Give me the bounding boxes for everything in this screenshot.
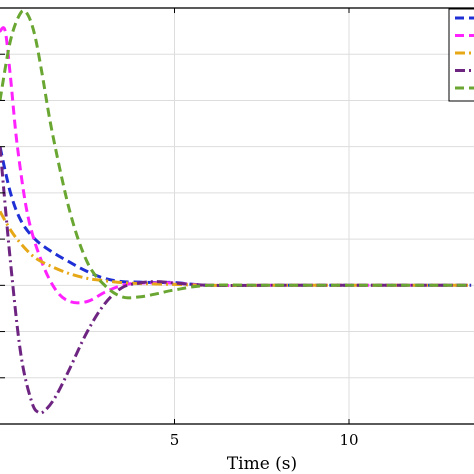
- x-axis-label: Time (s): [227, 454, 297, 474]
- legend-box: [448, 8, 474, 102]
- x-tick-labels: 5 10: [170, 431, 359, 449]
- series-lines: [0, 9, 472, 415]
- x-tick-label: 5: [170, 431, 180, 449]
- legend: [448, 8, 474, 102]
- plot-background: [0, 8, 474, 424]
- x-tick-label: 10: [339, 431, 358, 449]
- plot-frame: [0, 7, 474, 425]
- axis-ticks: [0, 8, 350, 424]
- series-line-5: [0, 9, 472, 300]
